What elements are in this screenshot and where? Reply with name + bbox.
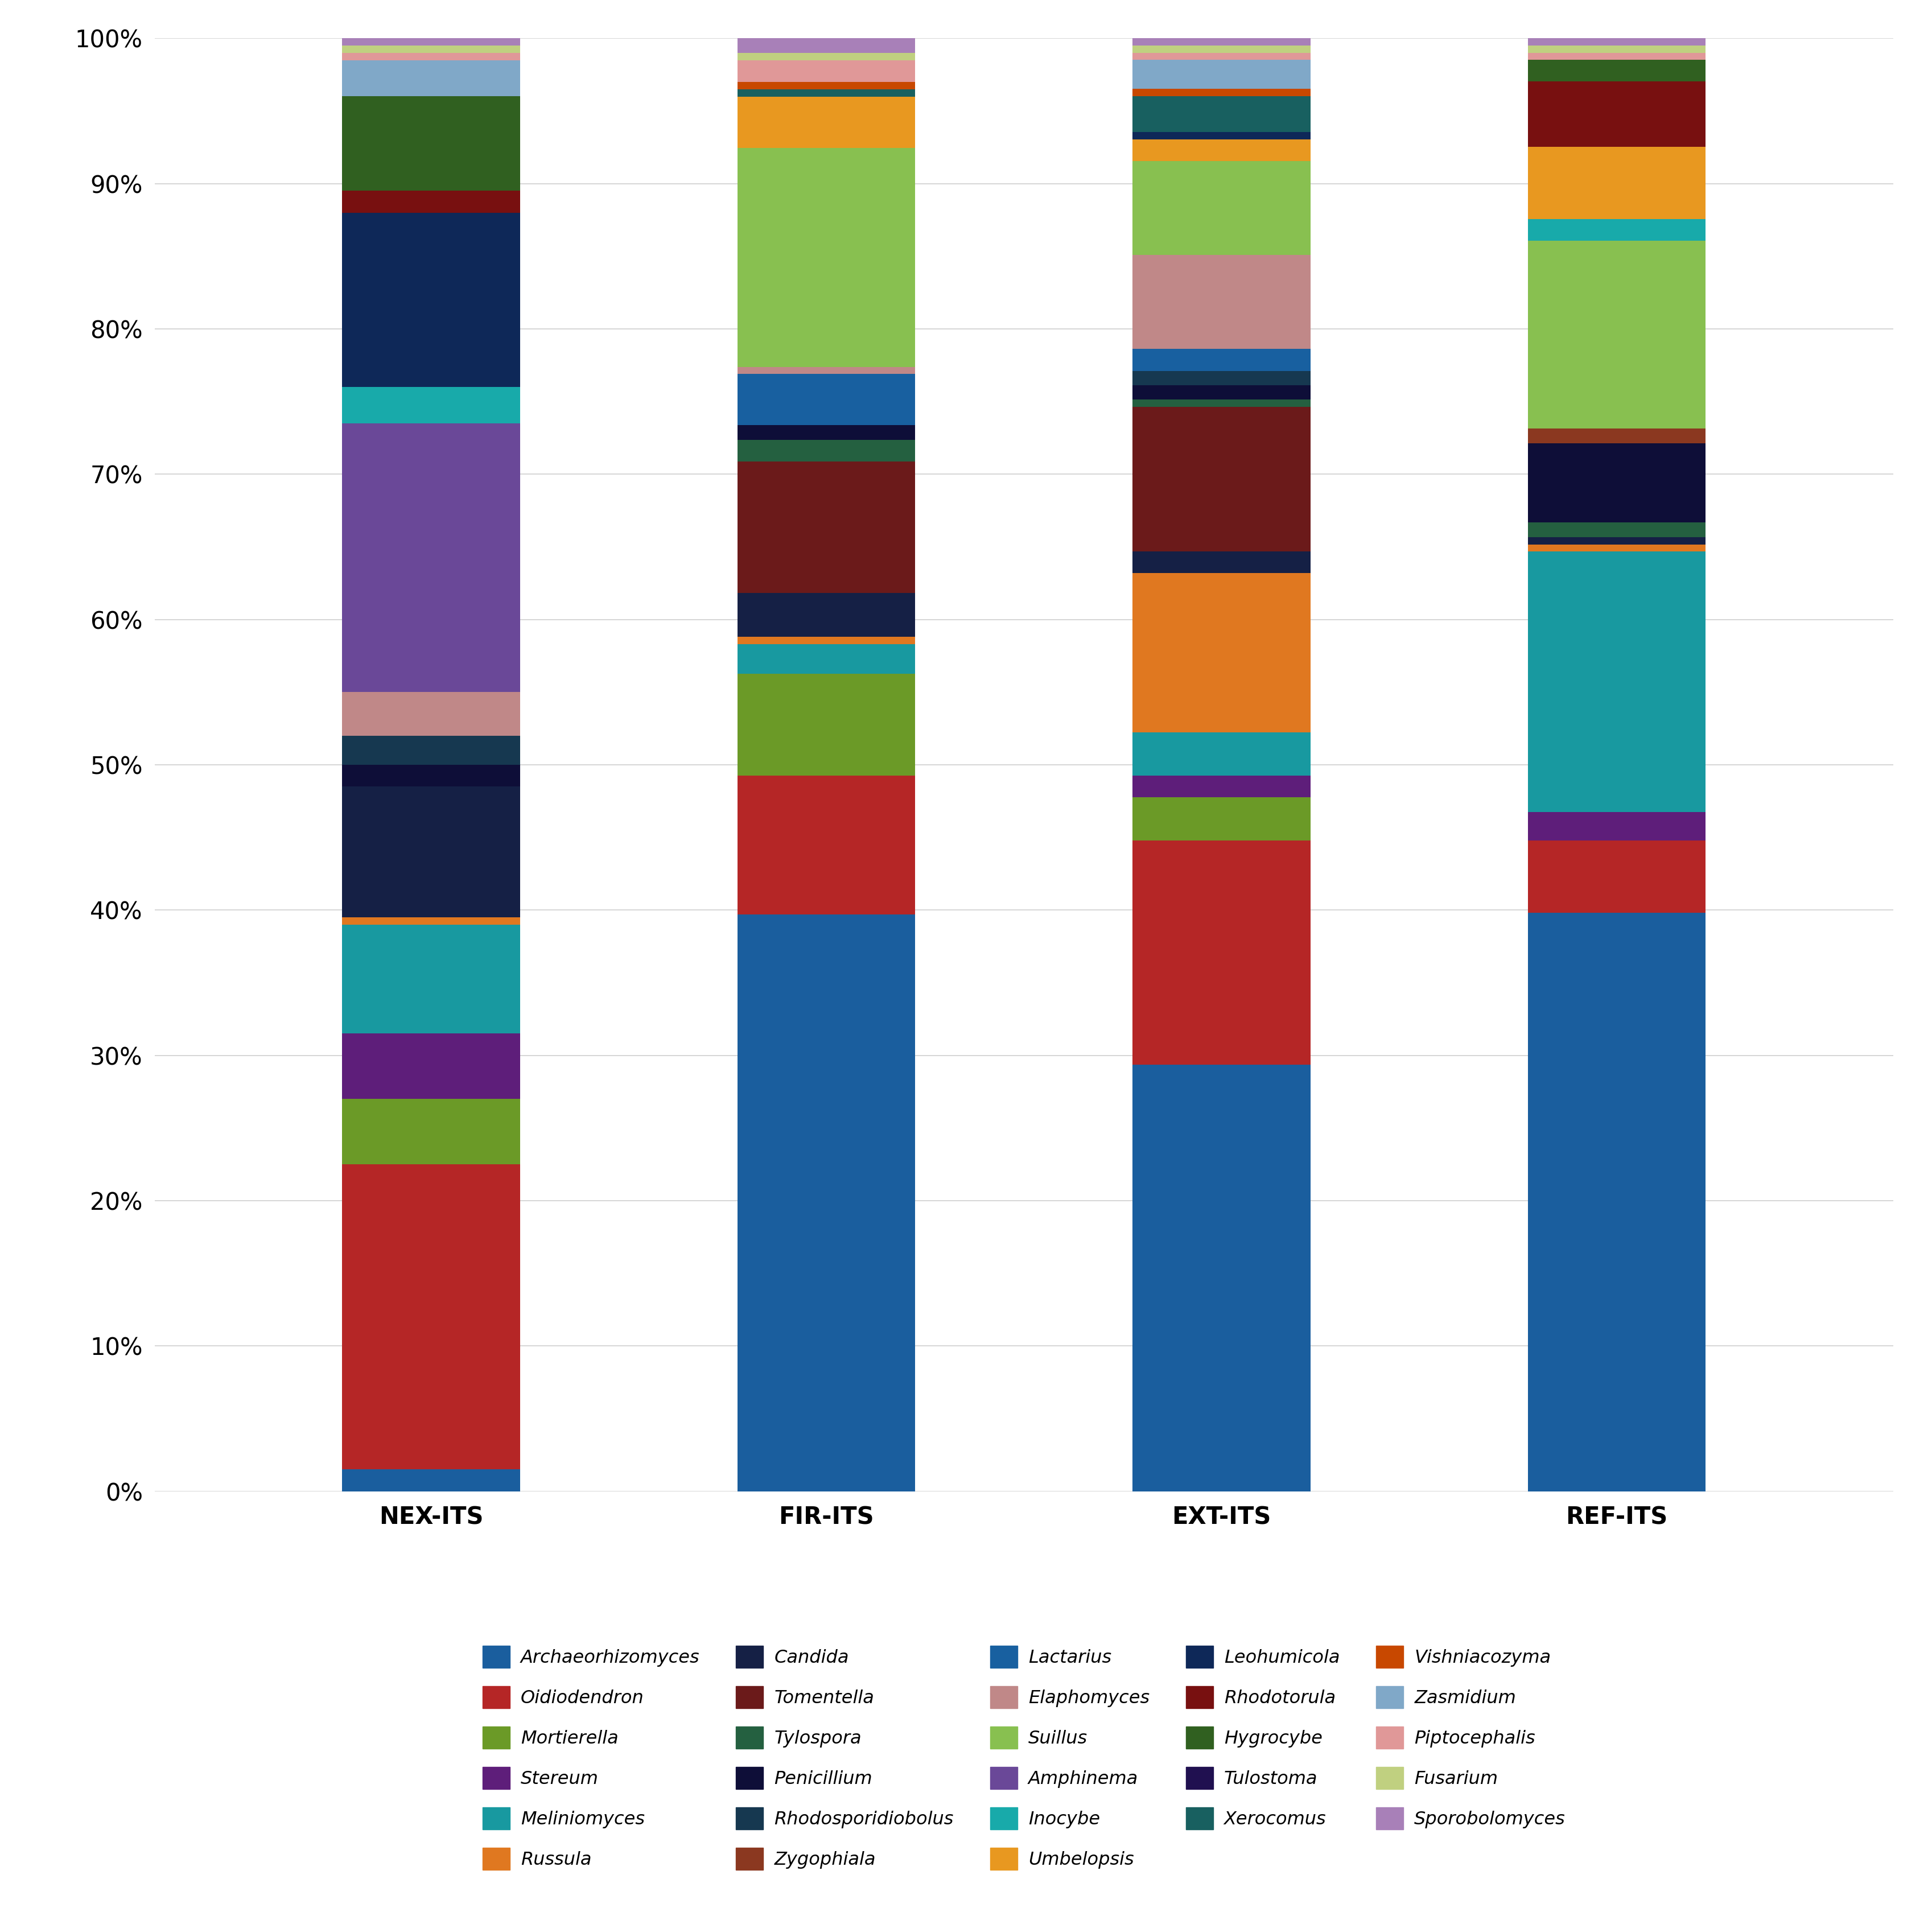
Bar (342, 54, 520, 59)
Bar (1132, 96, 1310, 132)
Bar (1132, 38, 1310, 46)
Bar (738, 59, 916, 82)
Bar (738, 776, 916, 914)
Bar (1132, 54, 1310, 59)
Bar (1132, 776, 1310, 797)
Bar (1528, 147, 1706, 220)
Bar (342, 386, 520, 423)
Bar (1132, 254, 1310, 350)
Bar (342, 925, 520, 1034)
Bar (1528, 444, 1706, 522)
Bar (738, 54, 916, 59)
Bar (738, 673, 916, 776)
Bar (1528, 54, 1706, 59)
Bar (342, 1099, 520, 1164)
Bar (1132, 371, 1310, 384)
Bar (342, 59, 520, 96)
Bar (1132, 88, 1310, 96)
Bar (738, 82, 916, 90)
Bar (342, 96, 520, 191)
Bar (1132, 161, 1310, 254)
Bar (1132, 46, 1310, 54)
Bar (1132, 140, 1310, 161)
Bar (342, 423, 520, 692)
Bar (1132, 400, 1310, 407)
Bar (342, 191, 520, 212)
Bar (1528, 537, 1706, 545)
Bar (342, 1034, 520, 1099)
Bar (1528, 813, 1706, 841)
Bar (738, 644, 916, 673)
Bar (1528, 428, 1706, 444)
Bar (342, 212, 520, 386)
Bar (738, 593, 916, 637)
Bar (1132, 132, 1310, 140)
Bar (342, 1164, 520, 1470)
Bar (1132, 59, 1310, 88)
Bar (1132, 1065, 1310, 1491)
Bar (738, 463, 916, 593)
Bar (342, 692, 520, 736)
Bar (1132, 350, 1310, 371)
Bar (342, 736, 520, 765)
Bar (738, 90, 916, 98)
Bar (1528, 220, 1706, 241)
Bar (1528, 82, 1706, 147)
Bar (738, 637, 916, 644)
Bar (1528, 522, 1706, 537)
Bar (1132, 732, 1310, 776)
Bar (342, 38, 520, 46)
Bar (738, 38, 916, 54)
Bar (1132, 797, 1310, 841)
Bar (342, 46, 520, 54)
Bar (738, 147, 916, 367)
Bar (738, 98, 916, 147)
Bar (1528, 59, 1706, 82)
Bar (1528, 241, 1706, 428)
Bar (342, 918, 520, 925)
Bar (1132, 384, 1310, 400)
Bar (738, 375, 916, 424)
Bar (738, 424, 916, 440)
Bar (1528, 914, 1706, 1491)
Legend: Archaeorhizomyces, Oidiodendron, Mortierella, Stereum, Meliniomyces, Russula, Ca: Archaeorhizomyces, Oidiodendron, Mortier… (468, 1631, 1580, 1883)
Bar (738, 367, 916, 375)
Bar (1528, 545, 1706, 551)
Bar (1528, 46, 1706, 54)
Bar (342, 786, 520, 918)
Bar (1528, 551, 1706, 813)
Bar (1528, 38, 1706, 46)
Bar (1528, 841, 1706, 914)
Bar (342, 765, 520, 786)
Bar (1132, 574, 1310, 732)
Bar (1132, 841, 1310, 1065)
Bar (342, 1470, 520, 1491)
Bar (1132, 407, 1310, 551)
Bar (1132, 551, 1310, 574)
Bar (738, 440, 916, 463)
Bar (738, 914, 916, 1491)
